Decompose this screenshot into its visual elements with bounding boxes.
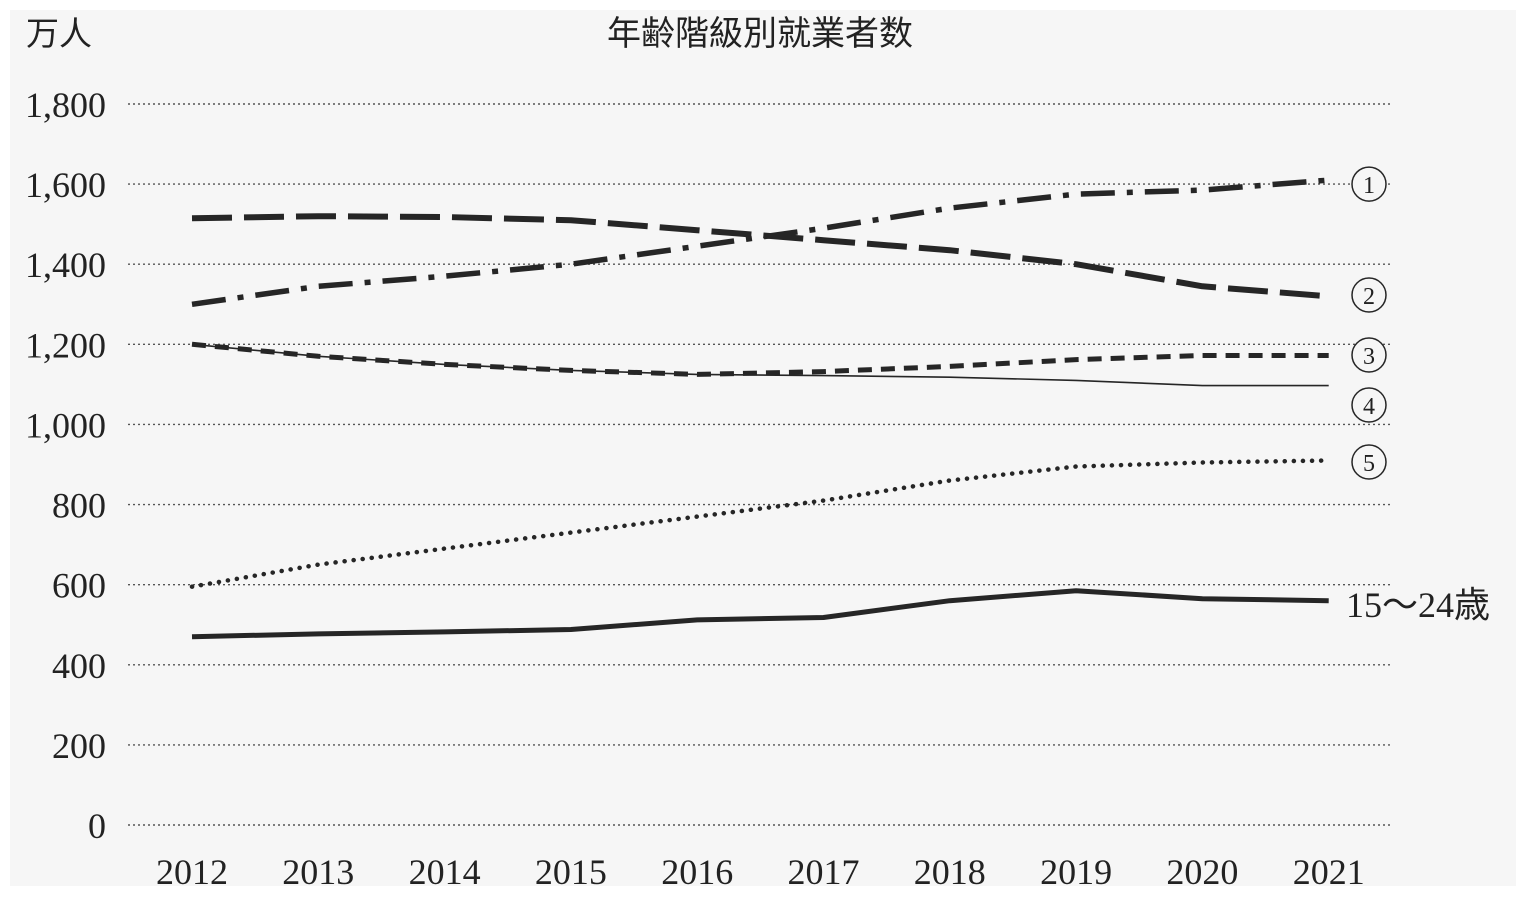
x-tick-label: 2017: [788, 852, 860, 892]
series-line: [191, 177, 1329, 308]
y-tick-label: 200: [52, 726, 106, 766]
x-tick-label: 2014: [409, 852, 481, 892]
series-end-label: 4: [1351, 387, 1387, 423]
series-label-text: 2: [1363, 284, 1375, 310]
x-tick-label: 2019: [1040, 852, 1112, 892]
series-label-circle: [1351, 337, 1387, 373]
x-tick-label: 2013: [282, 852, 354, 892]
x-tick-label: 2021: [1293, 852, 1365, 892]
y-tick-label: 1,400: [25, 245, 106, 285]
y-tick-label: 1,800: [25, 85, 106, 125]
series-end-label: 3: [1351, 337, 1387, 373]
series-label-text: 4: [1363, 394, 1375, 420]
y-axis-tick-labels: 0 200 400 600 800 1,000 1,200 1,400 1,600 1,800: [25, 85, 106, 846]
series-line: [189, 458, 1331, 589]
series-end-label: 2: [1351, 277, 1387, 313]
y-axis-unit-label: 万人: [26, 14, 92, 53]
series-label-circle: [1351, 387, 1387, 423]
series-label-text: 3: [1363, 344, 1375, 370]
y-tick-label: 1,200: [25, 325, 106, 365]
gridlines: [128, 103, 1390, 826]
series-label-text: 1: [1363, 173, 1375, 199]
y-tick-label: 600: [52, 566, 106, 606]
chart-title: 年齢階級別就業者数: [607, 14, 913, 54]
series-label-circle: [1351, 277, 1387, 313]
series-line: [191, 213, 1329, 300]
y-tick-label: 1,600: [25, 165, 106, 205]
series-end-labels: 1 2 3 4 5 15～24歳: [1346, 166, 1490, 625]
y-tick-label: 400: [52, 646, 106, 686]
y-tick-label: 1,000: [25, 405, 106, 445]
series-line: [191, 588, 1329, 640]
series-lines: [189, 177, 1331, 640]
x-tick-label: 2016: [661, 852, 733, 892]
series-line: [191, 341, 1329, 377]
chart-frame: [10, 10, 1516, 886]
series-label-text: 5: [1363, 451, 1375, 477]
y-tick-label: 0: [88, 806, 106, 846]
x-tick-label: 2020: [1166, 852, 1238, 892]
series-end-label: 1: [1351, 166, 1387, 202]
series-end-label: 5: [1351, 444, 1387, 480]
x-tick-label: 2012: [156, 852, 228, 892]
series-label-circle: [1351, 444, 1387, 480]
y-tick-label: 800: [52, 486, 106, 526]
x-axis-tick-labels: 2012 2013 2014 2015 2016 2017 2018 2019 2020 2021: [156, 852, 1365, 892]
series-end-label: 15～24歳: [1346, 585, 1490, 625]
series-line: [191, 343, 1329, 387]
series-label-circle: [1351, 166, 1387, 202]
x-tick-label: 2018: [914, 852, 986, 892]
x-tick-label: 2015: [535, 852, 607, 892]
